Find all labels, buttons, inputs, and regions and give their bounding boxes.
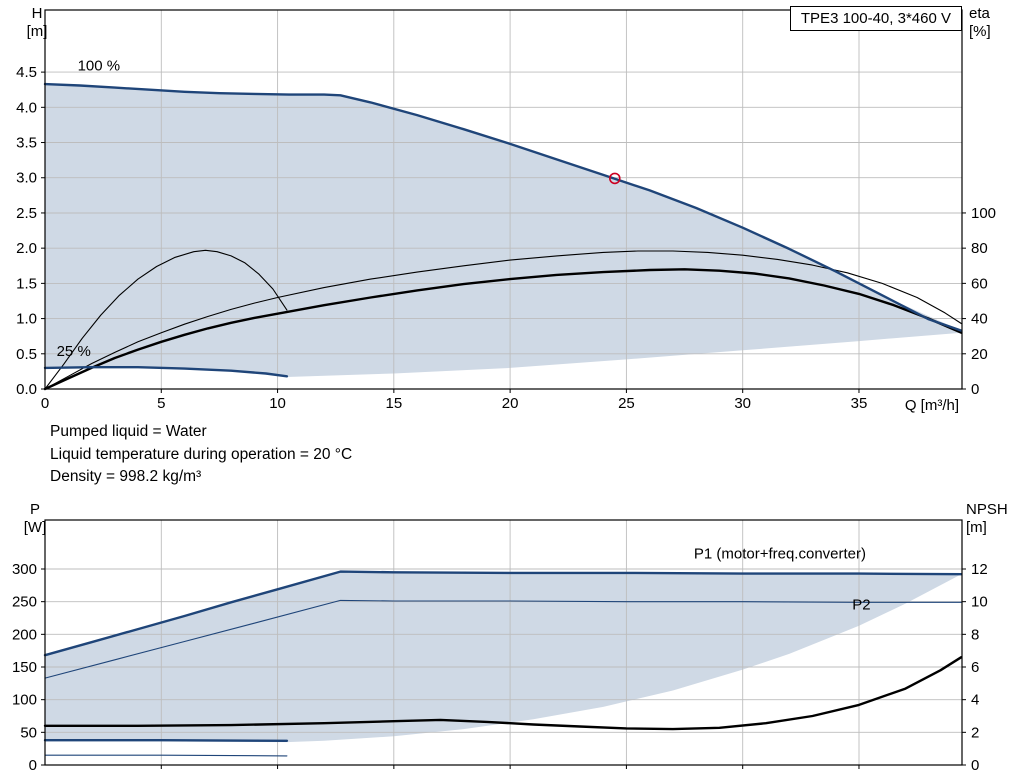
x-tick-label: 10 bbox=[269, 395, 286, 412]
y-left-tick-label: 2.0 bbox=[16, 240, 37, 257]
npsh-axis-symbol: NPSH bbox=[966, 501, 1008, 518]
y-left-tick-label: 1.0 bbox=[16, 311, 37, 328]
y-right-tick-label: 8 bbox=[971, 626, 979, 643]
p2-curve-25pct bbox=[44, 754, 288, 757]
x-tick-label: 20 bbox=[502, 395, 519, 412]
y-right-tick-label: 12 bbox=[971, 561, 988, 578]
label-p2: P2 bbox=[852, 597, 870, 614]
y-right-tick-label: 0 bbox=[971, 381, 979, 398]
y-left-tick-label: 4.0 bbox=[16, 99, 37, 116]
y-right-tick-label: 6 bbox=[971, 659, 979, 676]
plot-frame bbox=[44, 519, 963, 766]
y-right-tick-label: 60 bbox=[971, 275, 988, 292]
p-axis-symbol: P bbox=[29, 501, 40, 518]
y-left-tick-label: 3.5 bbox=[16, 135, 37, 152]
operating-envelope bbox=[45, 84, 962, 377]
x-tick-label: 5 bbox=[157, 395, 165, 412]
info-line-temperature: Liquid temperature during operation = 20… bbox=[50, 445, 353, 463]
p-axis-unit: [W] bbox=[23, 519, 47, 536]
info-line-density: Density = 998.2 kg/m³ bbox=[50, 468, 202, 485]
npsh-axis-unit: [m] bbox=[966, 519, 987, 536]
h-axis-title: H [m] bbox=[22, 5, 52, 41]
y-left-tick-label: 100 bbox=[12, 692, 37, 709]
h-axis-symbol: H bbox=[31, 5, 43, 22]
hq-eta-chart: 0.0 0.5 1.0 1.5 2.0 2.5 3.0 3.5 4.0 4.5 0 20 40 60 80 1… bbox=[16, 9, 996, 414]
info-line-liquid: Pumped liquid = Water bbox=[50, 423, 207, 440]
liquid-info-block: Pumped liquid = Water Liquid temperature… bbox=[50, 421, 352, 489]
y-right-tick-label: 20 bbox=[971, 346, 988, 363]
y-left-tick-label: 300 bbox=[12, 561, 37, 578]
y-right-tick-label: 0 bbox=[971, 757, 979, 774]
x-tick-label: 35 bbox=[851, 395, 868, 412]
y-left-tick-label: 150 bbox=[12, 659, 37, 676]
plot-frame bbox=[44, 9, 963, 390]
y-left-tick-label: 0.5 bbox=[16, 346, 37, 363]
y-left-tick-label: 4.5 bbox=[16, 64, 37, 81]
h-axis-unit: [m] bbox=[26, 23, 48, 40]
eta-curve-25pct bbox=[44, 249, 288, 390]
hq-curve-25pct bbox=[43, 366, 289, 378]
hq-curve-100pct bbox=[43, 82, 963, 332]
label-p1: P1 (motor+freq.converter) bbox=[694, 546, 866, 563]
y-left-tick-label: 3.0 bbox=[16, 170, 37, 187]
eta-axis-symbol: eta bbox=[969, 5, 990, 22]
eta-axis-unit: [%] bbox=[969, 23, 991, 40]
label-100pct: 100 % bbox=[78, 58, 121, 75]
y-left-tick-label: 250 bbox=[12, 594, 37, 611]
x-tick-label: 25 bbox=[618, 395, 635, 412]
y-right-tick-label: 10 bbox=[971, 594, 988, 611]
x-axis-unit: Q [m³/h] bbox=[905, 397, 959, 414]
eta-pump-curve-100pct bbox=[44, 250, 962, 390]
x-tick-label: 30 bbox=[734, 395, 751, 412]
power-envelope bbox=[45, 571, 962, 743]
y-left-tick-label: 200 bbox=[12, 626, 37, 643]
power-npsh-chart: 0 50 100 150 200 250 300 0 2 4 6 8 10 12 P1 (motor+fre… bbox=[12, 519, 988, 774]
x-tick-label: 0 bbox=[41, 395, 49, 412]
y-left-tick-label: 1.5 bbox=[16, 275, 37, 292]
p-axis-title: P [W] bbox=[20, 501, 50, 537]
duty-point-marker bbox=[608, 172, 621, 185]
p1-curve-100pct bbox=[43, 570, 963, 657]
p2-curve-100pct bbox=[44, 599, 962, 679]
npsh-axis-title: NPSH [m] bbox=[966, 501, 1022, 537]
y-right-tick-label: 40 bbox=[971, 311, 988, 328]
y-left-tick-label: 0 bbox=[29, 757, 37, 774]
eta-axis-title: eta [%] bbox=[969, 5, 1013, 41]
y-right-tick-label: 100 bbox=[971, 205, 996, 222]
y-left-tick-label: 0.0 bbox=[16, 381, 37, 398]
label-25pct: 25 % bbox=[57, 343, 91, 360]
p1-curve-25pct bbox=[43, 739, 289, 742]
pump-title-box: TPE3 100-40, 3*460 V bbox=[789, 6, 962, 31]
y-left-tick-label: 2.5 bbox=[16, 205, 37, 222]
y-left-tick-label: 50 bbox=[20, 724, 37, 741]
y-right-tick-label: 4 bbox=[971, 692, 979, 709]
y-right-tick-label: 2 bbox=[971, 724, 979, 741]
eta-total-curve-100pct bbox=[43, 268, 963, 391]
x-tick-label: 15 bbox=[386, 395, 403, 412]
y-right-tick-label: 80 bbox=[971, 240, 988, 257]
npsh-curve bbox=[43, 656, 963, 731]
